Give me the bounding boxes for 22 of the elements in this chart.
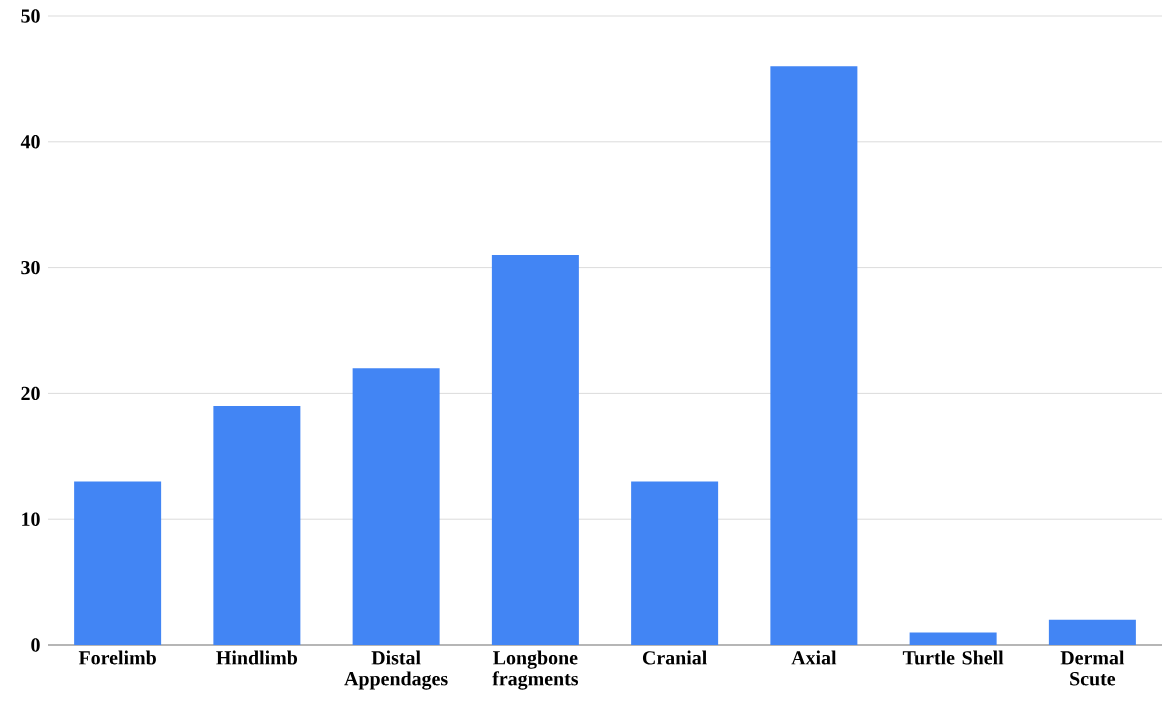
x-tick-label: Dermal Scute [1060, 650, 1125, 686]
x-tick-label: Forelimb [78, 650, 156, 665]
bar [352, 368, 440, 645]
bar [213, 405, 301, 645]
y-tick-label: 40 [20, 135, 40, 149]
x-tick-label: Longbone fragments [492, 650, 579, 690]
y-tick-label: 10 [22, 512, 40, 526]
y-tick-label: 20 [21, 386, 40, 401]
x-tick-label: Cranial [642, 650, 707, 665]
y-tick-label: 0 [31, 638, 40, 652]
bar [491, 255, 579, 645]
bar [631, 481, 719, 645]
x-tick-label: Turtle Shell [902, 650, 1004, 665]
bar [74, 481, 162, 645]
x-tick-label: Distal Appendages [344, 650, 448, 690]
y-tick-label: 30 [21, 260, 40, 275]
bar [770, 66, 858, 645]
bar [1048, 619, 1136, 645]
bar [909, 632, 997, 645]
x-tick-label: Hindlimb [216, 650, 298, 665]
x-tick-label: Axial [791, 650, 837, 665]
y-tick-label: 50 [21, 9, 40, 23]
